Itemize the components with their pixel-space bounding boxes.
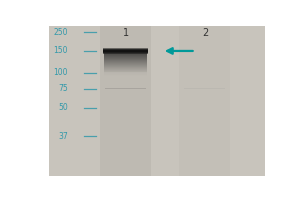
- Bar: [104, 67, 147, 69]
- Bar: [104, 53, 147, 55]
- Bar: [104, 58, 147, 60]
- Bar: [104, 68, 147, 70]
- Text: 37: 37: [58, 132, 68, 141]
- Text: 1: 1: [123, 28, 129, 38]
- Bar: [104, 61, 147, 63]
- Bar: [104, 69, 147, 71]
- Bar: [104, 56, 147, 58]
- Bar: [104, 62, 147, 64]
- Bar: [104, 60, 147, 62]
- Bar: [104, 73, 147, 74]
- Text: 2: 2: [202, 28, 208, 38]
- Bar: [104, 66, 147, 68]
- Text: 150: 150: [53, 46, 68, 55]
- Bar: [104, 63, 147, 65]
- Bar: [103, 52, 148, 54]
- Bar: [103, 48, 148, 50]
- Bar: [103, 51, 148, 53]
- Bar: [104, 65, 147, 67]
- Bar: [104, 52, 147, 54]
- Bar: [184, 88, 225, 89]
- Text: 50: 50: [58, 103, 68, 112]
- Bar: [104, 75, 147, 77]
- Text: 75: 75: [58, 84, 68, 93]
- Bar: [104, 72, 147, 73]
- Bar: [104, 74, 147, 76]
- Bar: [104, 70, 147, 72]
- Bar: [103, 50, 148, 52]
- Text: 250: 250: [53, 28, 68, 37]
- Bar: [103, 49, 148, 51]
- Bar: [104, 64, 147, 66]
- Bar: [104, 57, 147, 59]
- Text: 100: 100: [53, 68, 68, 77]
- Bar: [104, 54, 147, 56]
- Bar: [105, 88, 146, 89]
- Bar: [104, 59, 147, 61]
- Bar: [104, 55, 147, 57]
- Bar: [104, 74, 147, 75]
- Bar: [179, 26, 230, 176]
- Bar: [104, 71, 147, 72]
- Bar: [100, 26, 152, 176]
